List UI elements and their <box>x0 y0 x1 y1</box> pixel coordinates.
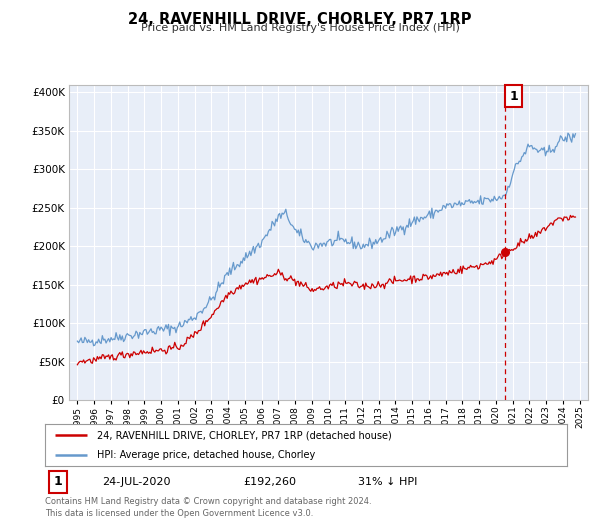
Text: 24-JUL-2020: 24-JUL-2020 <box>103 477 171 487</box>
Text: Price paid vs. HM Land Registry's House Price Index (HPI): Price paid vs. HM Land Registry's House … <box>140 23 460 33</box>
Text: 24, RAVENHILL DRIVE, CHORLEY, PR7 1RP: 24, RAVENHILL DRIVE, CHORLEY, PR7 1RP <box>128 12 472 26</box>
Text: HPI: Average price, detached house, Chorley: HPI: Average price, detached house, Chor… <box>97 450 316 460</box>
Text: 24, RAVENHILL DRIVE, CHORLEY, PR7 1RP (detached house): 24, RAVENHILL DRIVE, CHORLEY, PR7 1RP (d… <box>97 430 392 440</box>
Text: 1: 1 <box>53 475 62 488</box>
Text: This data is licensed under the Open Government Licence v3.0.: This data is licensed under the Open Gov… <box>45 509 313 518</box>
Text: £192,260: £192,260 <box>244 477 296 487</box>
Text: Contains HM Land Registry data © Crown copyright and database right 2024.: Contains HM Land Registry data © Crown c… <box>45 497 371 506</box>
Text: 1: 1 <box>509 90 518 103</box>
Text: 31% ↓ HPI: 31% ↓ HPI <box>358 477 418 487</box>
